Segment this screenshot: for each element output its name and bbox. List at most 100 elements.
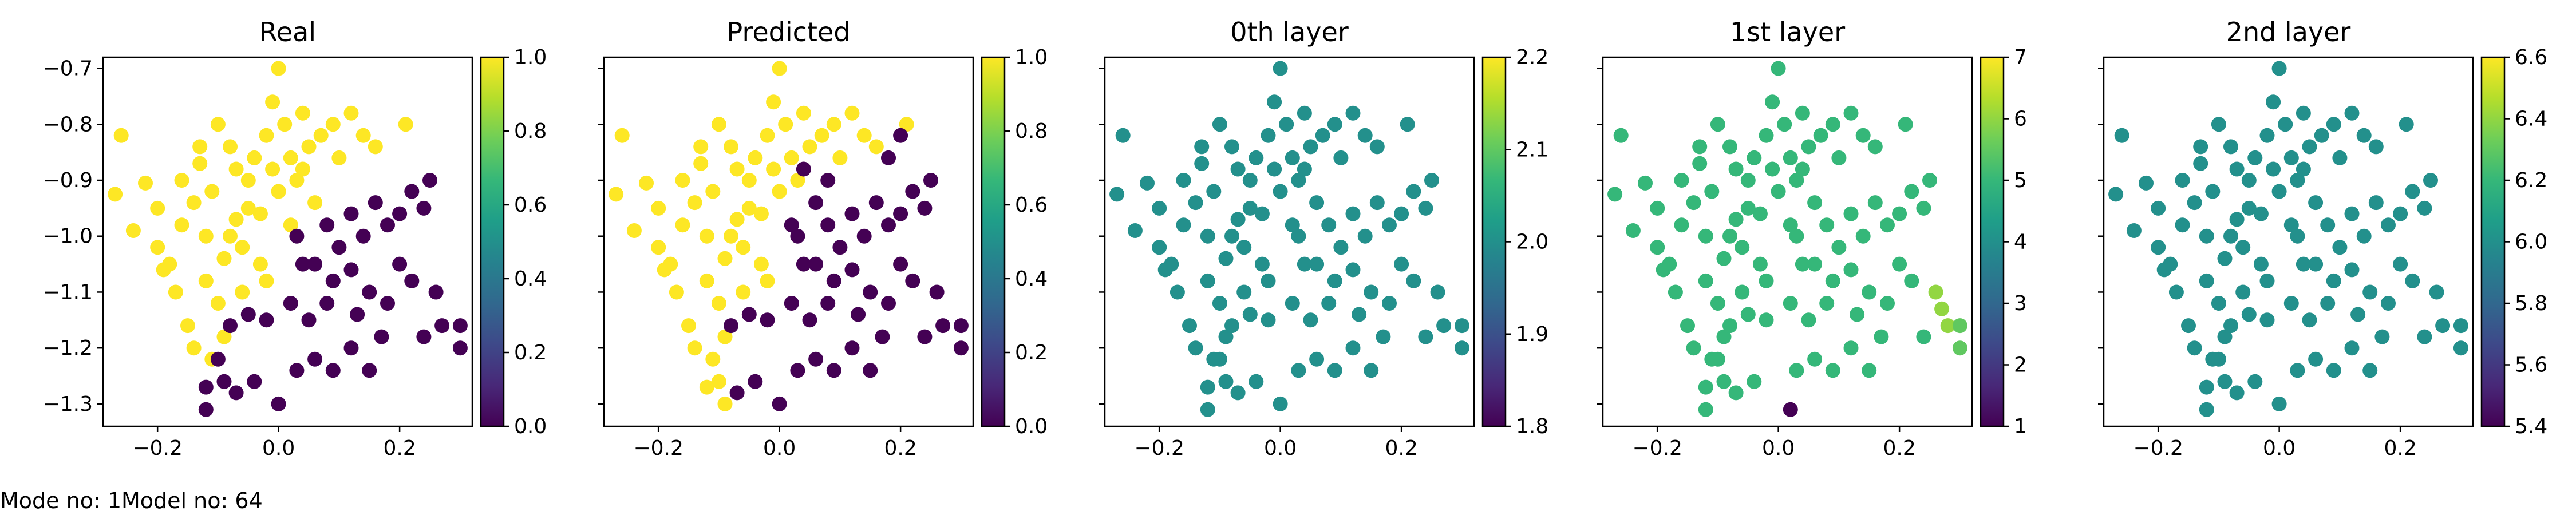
scatter-point	[929, 284, 945, 300]
scatter-point	[705, 184, 721, 199]
scatter-point	[186, 195, 202, 211]
scatter-point	[851, 307, 866, 322]
scatter-point	[125, 223, 141, 238]
scatter-point	[1759, 273, 1774, 288]
scatter-point	[808, 351, 824, 367]
scatter-point	[1406, 184, 1421, 199]
scatter-point	[687, 340, 702, 356]
colorbar-tick-label: 6.6	[2515, 46, 2547, 69]
scatter-point	[283, 217, 298, 233]
scatter-point	[1680, 318, 1695, 334]
scatter-point	[1928, 284, 1943, 300]
scatter-point	[693, 139, 709, 154]
scatter-point	[2326, 363, 2341, 378]
scatter-point	[1698, 402, 1713, 417]
scatter-point	[240, 307, 256, 322]
scatter-point	[1668, 284, 1683, 300]
scatter-point	[416, 200, 432, 216]
colorbar-tick-label: 2.2	[1516, 46, 1548, 69]
scatter-point	[2126, 223, 2142, 238]
colorbar-tick-label: 0.6	[514, 193, 547, 217]
x-tick-label: 0.2	[383, 437, 416, 460]
scatter-point	[1952, 318, 1967, 334]
scatter-point	[362, 363, 377, 378]
scatter-point	[2453, 318, 2468, 334]
scatter-point	[772, 396, 787, 411]
scatter-point	[174, 217, 189, 233]
colorbar-tick-label: 5.6	[2515, 354, 2547, 377]
scatter-point	[1807, 195, 1823, 211]
colorbar: 5.4 5.6 5.8 6.0 6.2 6.4 6.6	[2480, 46, 2547, 438]
scatter-point	[362, 284, 377, 300]
footer-mode-model-label: Mode no: 1Model no: 64	[0, 488, 263, 513]
scatter-point	[760, 128, 775, 143]
x-tick-label: 0.2	[1385, 437, 1417, 460]
scatter-point	[2344, 340, 2360, 356]
scatter-point	[1747, 374, 1762, 389]
scatter-point	[1242, 173, 1258, 188]
subplot-5: 2nd layer −0.2 0.0 0.2 5.4 5.6 5.8 6.0 6.2 6.4 6.6	[2098, 17, 2547, 460]
scatter-point	[2393, 206, 2408, 221]
scatter-point	[1200, 228, 1215, 244]
y-tick-label: −1.1	[43, 280, 93, 304]
x-tick-label: 0.0	[2263, 437, 2296, 460]
scatter-point	[1892, 206, 1907, 221]
scatter-point	[784, 150, 799, 165]
scatter-point	[1728, 385, 1744, 401]
scatter-point	[1273, 61, 1288, 76]
scatter-point	[2290, 173, 2305, 188]
scatter-point	[307, 256, 323, 272]
scatter-point	[868, 139, 884, 154]
scatter-point	[1291, 363, 1306, 378]
scatter-point	[2393, 256, 2408, 272]
scatter-point	[1904, 273, 1919, 288]
scatter-point	[1607, 187, 1623, 202]
scatter-point	[138, 175, 153, 191]
scatter-point	[2326, 117, 2341, 132]
scatter-point	[1236, 240, 1252, 255]
scatter-point	[856, 128, 872, 143]
scatter-point	[844, 262, 860, 278]
scatter-point	[228, 161, 244, 177]
scatter-point	[1230, 161, 1246, 177]
scatter-point	[2362, 284, 2378, 300]
scatter-point	[1454, 318, 1469, 334]
scatter-point	[826, 117, 841, 132]
scatter-point	[2175, 173, 2190, 188]
colorbar-gradient	[982, 57, 1005, 426]
colorbar-tick-label: 0.8	[514, 120, 547, 143]
x-tick-label: 0.2	[1883, 437, 1915, 460]
scatter-point	[198, 273, 214, 288]
scatter-point	[1382, 296, 1397, 311]
scatter-point	[2326, 273, 2341, 288]
scatter-point	[1285, 296, 1300, 311]
scatter-point	[247, 374, 262, 389]
scatter-point	[856, 228, 872, 244]
scatter-point	[2266, 161, 2281, 177]
scatter-point	[295, 161, 310, 177]
scatter-point	[724, 318, 738, 334]
scatter-point	[1394, 256, 1409, 272]
scatter-point	[2405, 273, 2420, 288]
scatter-point	[748, 150, 763, 165]
scatter-point	[210, 296, 226, 311]
scatter-point	[609, 187, 624, 202]
scatter-point	[223, 228, 238, 244]
scatter-point	[1454, 340, 1469, 356]
scatter-point	[319, 217, 335, 233]
scatter-point	[198, 402, 214, 417]
scatter-point	[1807, 351, 1823, 367]
scatter-point	[1765, 94, 1780, 110]
scatter-point	[289, 363, 305, 378]
scatter-point	[392, 206, 408, 221]
scatter-point	[1254, 206, 1270, 221]
x-tick-label: 0.2	[2384, 437, 2416, 460]
scatter-point	[729, 385, 745, 401]
scatter-point	[1188, 340, 1203, 356]
scatter-point	[168, 284, 183, 300]
scatter-point	[235, 284, 250, 300]
scatter-point	[905, 273, 920, 288]
colorbar-tick-label: 2.0	[1516, 231, 1548, 254]
scatter-point	[259, 128, 274, 143]
scatter-point	[2356, 128, 2372, 143]
